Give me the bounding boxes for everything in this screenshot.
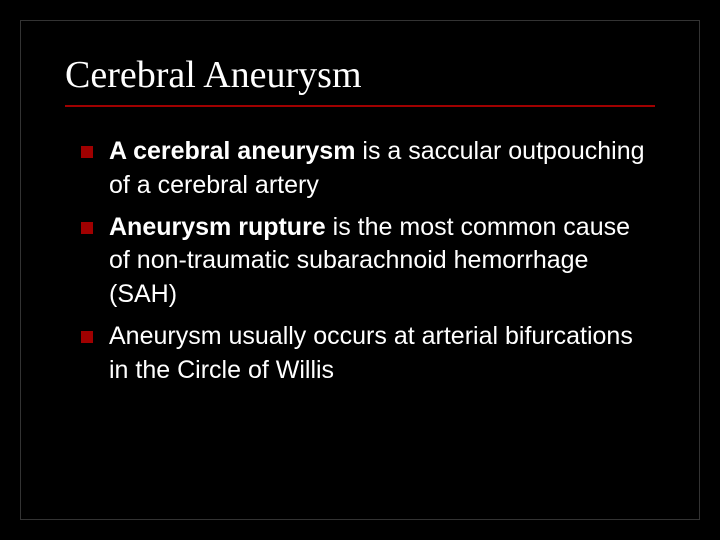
bullet-text: A cerebral aneurysm is a saccular outpou… xyxy=(109,135,655,203)
bullet-bold-lead: Aneurysm rupture xyxy=(109,213,326,241)
list-item: A cerebral aneurysm is a saccular outpou… xyxy=(81,135,655,203)
bullet-list: A cerebral aneurysm is a saccular outpou… xyxy=(65,135,655,387)
bullet-rest: Aneurysm usually occurs at arterial bifu… xyxy=(109,322,633,384)
bullet-square-icon xyxy=(81,331,93,343)
list-item: Aneurysm usually occurs at arterial bifu… xyxy=(81,320,655,388)
bullet-square-icon xyxy=(81,146,93,158)
bullet-bold-lead: A cerebral aneurysm xyxy=(109,137,355,165)
bullet-square-icon xyxy=(81,222,93,234)
slide-container: Cerebral Aneurysm A cerebral aneurysm is… xyxy=(20,20,700,520)
list-item: Aneurysm rupture is the most common caus… xyxy=(81,211,655,312)
bullet-text: Aneurysm rupture is the most common caus… xyxy=(109,211,655,312)
bullet-text: Aneurysm usually occurs at arterial bifu… xyxy=(109,320,655,388)
slide-title: Cerebral Aneurysm xyxy=(65,53,655,107)
